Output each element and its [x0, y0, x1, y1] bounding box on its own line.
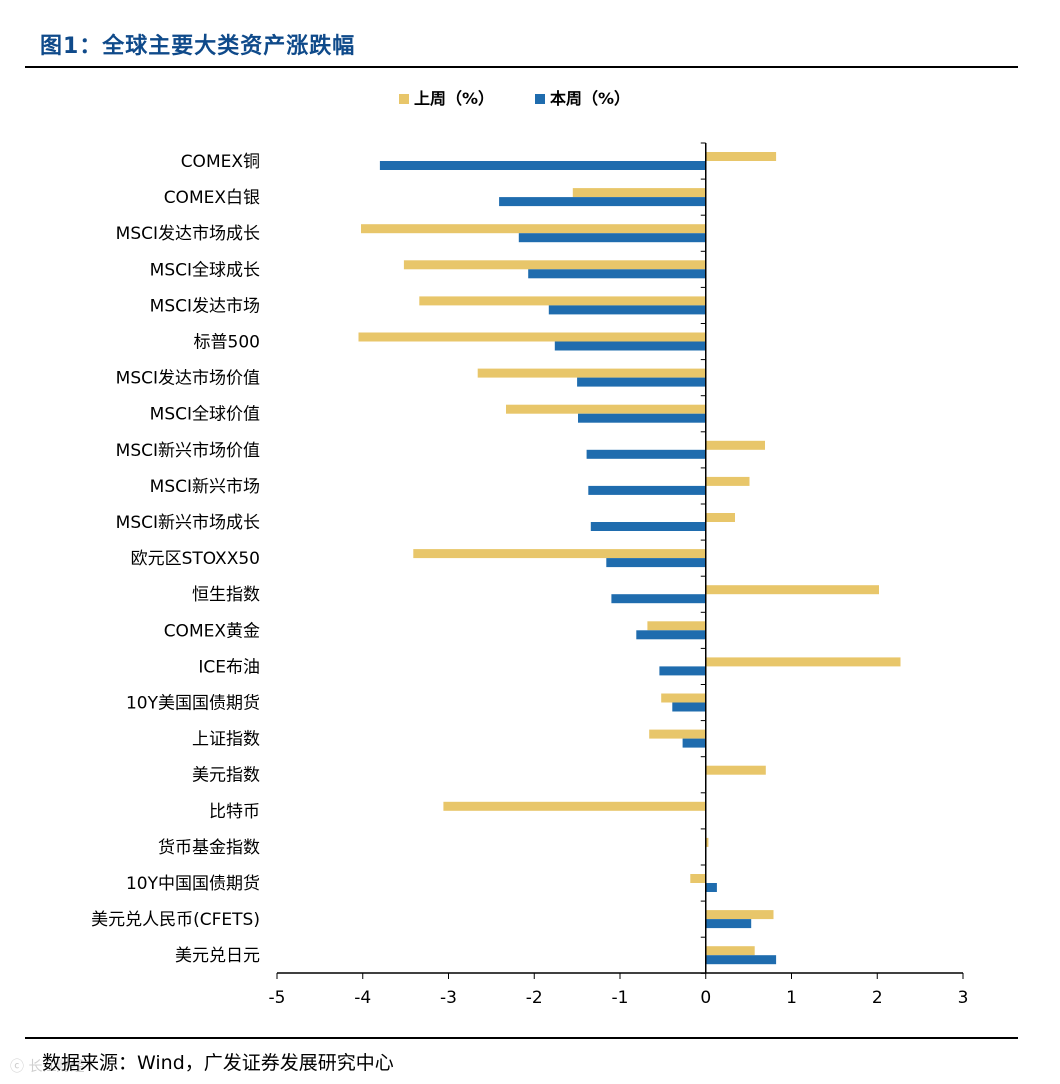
bar-last-week: [361, 224, 706, 234]
source-note: 数据来源：Wind，广发证券发展研究中心: [42, 1052, 394, 1074]
bar-this-week: [588, 485, 706, 495]
bar-last-week: [705, 946, 755, 956]
x-tick-label: 1: [786, 988, 797, 1008]
category-label: 上证指数: [192, 730, 260, 750]
bar-last-week: [413, 549, 706, 559]
bar-last-week: [705, 910, 774, 920]
watermark: ⓒ 长江财经: [10, 1059, 85, 1075]
category-label: COMEX白银: [164, 188, 260, 208]
bar-last-week: [358, 332, 706, 342]
bar-last-week: [477, 368, 706, 378]
category-label: 美元兑日元: [175, 946, 260, 966]
bar-last-week: [661, 693, 706, 703]
bar-last-week: [647, 621, 706, 631]
bar-this-week: [705, 883, 717, 892]
bar-this-week: [636, 630, 706, 640]
legend: 上周（%） 本周（%）: [399, 89, 630, 108]
x-tick-label: -2: [526, 988, 543, 1008]
x-tick-label: 3: [958, 988, 969, 1008]
bar-this-week: [518, 233, 706, 243]
category-label: MSCI发达市场价值: [116, 369, 260, 389]
bar-last-week: [506, 404, 706, 414]
bar-this-week: [577, 377, 706, 387]
bar-last-week: [705, 476, 750, 486]
bar-last-week: [443, 801, 706, 811]
bar-chart: 上周（%） 本周（%） COMEX铜 COMEX白银 MSCI发达市场成长 MSCI全…: [91, 89, 969, 1008]
category-label: MSCI新兴市场价值: [116, 441, 260, 461]
x-tick-label: -3: [440, 988, 457, 1008]
bar-this-week: [548, 305, 706, 315]
axes: -5 -4 -3 -2 -1 0 1 2 3: [269, 142, 969, 1008]
category-label: 欧元区STOXX50: [131, 549, 260, 569]
bar-last-week: [705, 657, 901, 667]
bars-group: [358, 152, 901, 965]
bar-last-week: [419, 296, 706, 306]
category-label: 10Y中国国债期货: [126, 874, 260, 894]
category-label: MSCI全球价值: [150, 405, 260, 425]
category-label: 比特币: [209, 802, 260, 822]
category-label: MSCI发达市场: [150, 296, 260, 316]
category-label: 恒生指数: [192, 585, 260, 605]
bar-last-week: [705, 513, 735, 522]
bar-this-week: [379, 161, 706, 170]
x-tick-label: -5: [269, 988, 286, 1008]
bar-this-week: [682, 738, 706, 748]
bar-this-week: [705, 919, 752, 929]
bar-this-week: [528, 269, 706, 279]
bar-last-week: [705, 152, 777, 161]
figure-title: 图1：全球主要大类资产涨跌幅: [40, 34, 356, 59]
bar-last-week: [705, 585, 879, 595]
x-tick-label: 0: [700, 988, 711, 1008]
category-labels: COMEX铜 COMEX白银 MSCI发达市场成长 MSCI全球成长 MSCI发达市场标…: [91, 152, 260, 966]
bar-last-week: [690, 874, 706, 883]
category-label: MSCI全球成长: [150, 260, 260, 280]
x-tick-label: -1: [612, 988, 629, 1008]
category-label: ICE布油: [198, 657, 260, 677]
category-label: 货币基金指数: [158, 838, 260, 858]
footer-divider: [25, 1037, 1018, 1039]
category-label: COMEX铜: [181, 152, 260, 172]
bar-this-week: [590, 522, 706, 531]
bar-this-week: [554, 341, 706, 351]
category-label: 美元兑人民币(CFETS): [91, 910, 260, 930]
legend-swatch-last-week: [399, 94, 409, 104]
category-label: MSCI新兴市场: [150, 477, 260, 497]
category-label: COMEX黄金: [164, 621, 260, 641]
bar-this-week: [672, 702, 706, 712]
category-label: MSCI发达市场成长: [116, 224, 260, 244]
bar-this-week: [606, 558, 706, 568]
x-tick-label: 2: [872, 988, 883, 1008]
category-label: MSCI新兴市场成长: [116, 513, 260, 533]
bar-this-week: [586, 449, 706, 459]
bar-this-week: [499, 197, 706, 207]
bar-this-week: [659, 666, 706, 676]
bar-this-week: [611, 594, 706, 604]
bar-last-week: [705, 440, 765, 450]
x-tick-label: -4: [354, 988, 371, 1008]
bar-this-week: [705, 955, 777, 965]
category-label: 10Y美国国债期货: [126, 694, 260, 714]
bar-last-week: [705, 765, 766, 775]
category-label: 美元指数: [192, 766, 260, 786]
bar-this-week: [578, 413, 706, 423]
bar-last-week: [705, 837, 709, 847]
bar-last-week: [649, 729, 706, 739]
bar-last-week: [572, 188, 706, 198]
title-divider: [25, 66, 1018, 68]
category-label: 标普500: [194, 333, 260, 353]
legend-label-last-week: 上周（%）: [414, 89, 494, 108]
legend-swatch-this-week: [535, 94, 545, 104]
legend-label-this-week: 本周（%）: [550, 89, 630, 108]
bar-last-week: [403, 260, 706, 270]
